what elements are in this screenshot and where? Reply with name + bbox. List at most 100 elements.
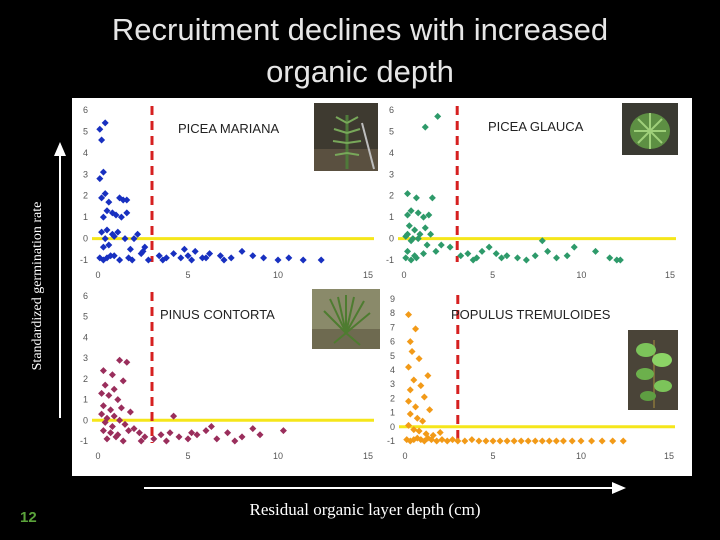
data-point [419, 417, 427, 425]
chart-panel-2: -1 0 1 2 3 4 5 6 0 5 10 15 PICEA GLAUCA [386, 105, 676, 280]
data-point [231, 437, 239, 445]
y-tick-label: 3 [390, 379, 395, 389]
data-point [413, 414, 421, 422]
y-tick-label: -1 [80, 255, 88, 265]
x-tick-label: 5 [490, 270, 495, 280]
data-point [191, 247, 199, 255]
data-point [177, 254, 185, 262]
figure-background [72, 98, 692, 476]
data-point [123, 209, 131, 217]
data-point [405, 397, 413, 405]
data-point [538, 237, 546, 245]
data-point [170, 250, 178, 258]
x-tick-label: 10 [273, 451, 283, 461]
slide-number: 12 [20, 509, 37, 526]
x-tick-label: 10 [576, 451, 586, 461]
x-axis-arrow [144, 482, 626, 494]
y-tick-label: 1 [83, 212, 88, 222]
data-point [99, 367, 107, 375]
data-point [434, 112, 442, 120]
data-point [469, 256, 477, 264]
data-point [464, 250, 472, 258]
plant-photo-picea-glauca [622, 103, 678, 155]
data-point [107, 429, 115, 437]
data-point [559, 437, 567, 445]
data-point [613, 256, 621, 264]
y-tick-label: 6 [83, 291, 88, 301]
data-point [98, 228, 106, 236]
data-point [238, 433, 246, 441]
data-point [159, 256, 167, 264]
data-point [224, 429, 232, 437]
data-point [213, 435, 221, 443]
data-point [609, 437, 617, 445]
data-point [410, 376, 418, 384]
data-point [412, 325, 420, 333]
data-point [414, 235, 422, 243]
data-point [103, 435, 111, 443]
x-tick-label: 5 [490, 451, 495, 461]
plant-photo-pinus-contorta [312, 289, 380, 349]
data-point [406, 410, 414, 418]
y-tick-label: 0 [83, 415, 88, 425]
data-point [180, 245, 188, 253]
data-point [478, 247, 486, 255]
slide-title-line1: Recruitment declines with increased [111, 12, 609, 47]
y-tick-label: 6 [390, 337, 395, 347]
x-tick-label: 15 [363, 270, 373, 280]
data-point [437, 241, 445, 249]
y-tick-label: 5 [83, 126, 88, 136]
data-point [616, 256, 624, 264]
data-point [426, 406, 434, 414]
data-point [433, 437, 441, 445]
data-point [108, 371, 116, 379]
x-tick-label: 0 [401, 270, 406, 280]
data-point [619, 437, 627, 445]
data-point [249, 252, 257, 260]
data-point [411, 252, 419, 260]
data-point [414, 209, 422, 217]
data-point [96, 254, 104, 262]
data-point [457, 252, 465, 260]
x-axis-label: Residual organic layer depth (cm) [249, 500, 481, 519]
data-point [412, 254, 420, 262]
data-point [112, 211, 120, 219]
data-point [207, 423, 215, 430]
y-tick-label: 2 [390, 393, 395, 403]
data-point [123, 196, 131, 204]
y-tick-label: 1 [389, 212, 394, 222]
data-point [125, 254, 133, 262]
data-point [103, 254, 111, 262]
data-point [101, 418, 109, 426]
data-point [150, 435, 158, 443]
data-point [108, 423, 116, 430]
panel-title: PINUS CONTORTA [160, 307, 275, 322]
data-point [184, 252, 192, 260]
data-point [577, 437, 585, 445]
data-point [503, 252, 511, 260]
data-point [206, 250, 214, 258]
chart-panel-1: -1 0 1 2 3 4 5 6 0 5 10 15 PICEA MARIANA [80, 105, 374, 280]
data-point [110, 232, 118, 240]
y-tick-label: 6 [389, 105, 394, 115]
data-point [157, 431, 165, 439]
data-point [116, 256, 124, 264]
data-point [198, 254, 206, 262]
data-point [202, 427, 210, 435]
data-point [285, 254, 293, 262]
x-tick-label: 5 [185, 270, 190, 280]
chart-panel-3: -1 0 1 2 3 4 5 6 0 5 10 15 PINUS CONTORTA [80, 291, 374, 461]
y-tick-label: 4 [390, 365, 395, 375]
data-point [121, 420, 129, 428]
data-point [503, 437, 511, 445]
data-point [99, 427, 107, 435]
data-point [114, 396, 122, 404]
y-tick-label: 4 [83, 332, 88, 342]
data-point [412, 403, 420, 411]
data-point [568, 437, 576, 445]
y-tick-label: 3 [389, 169, 394, 179]
data-point [407, 207, 415, 215]
data-point [513, 254, 521, 262]
data-point [482, 437, 490, 445]
